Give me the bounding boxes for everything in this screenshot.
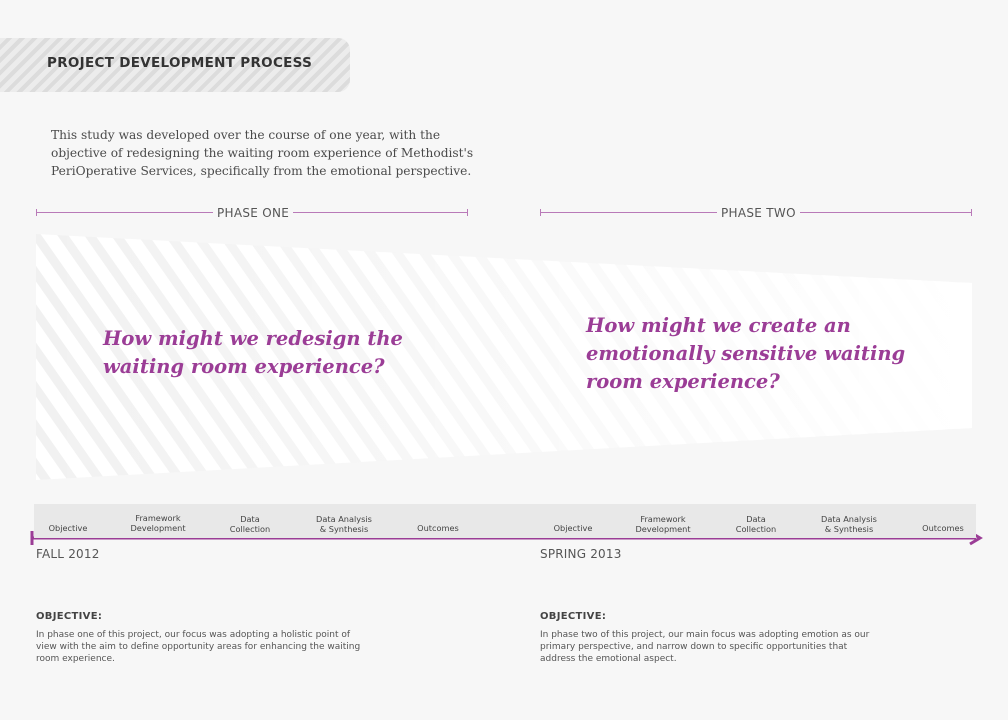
step-band — [34, 504, 976, 538]
step-label: Data Collection — [229, 514, 271, 534]
step-label: Outcomes — [417, 523, 459, 533]
phase-one-question: How might we redesign the waiting room e… — [103, 327, 403, 378]
step-label: Data Collection — [735, 514, 777, 534]
phase-two-objective-heading: OBJECTIVE: — [540, 611, 607, 622]
phase-one-season: FALL 2012 — [36, 547, 100, 561]
phase-two-question: How might we create an emotionally sensi… — [586, 314, 906, 393]
step-label: Data Analysis & Synthesis — [316, 514, 372, 534]
funnel-fade — [36, 234, 972, 480]
phase-two-objective-text: In phase two of this project, our main f… — [540, 630, 870, 664]
step-label: Framework Development — [635, 514, 691, 534]
step-label: Framework Development — [130, 513, 186, 533]
phase-one-label: PHASE ONE — [213, 206, 294, 220]
step-label: Data Analysis & Synthesis — [821, 514, 877, 534]
intro-paragraph: This study was developed over the course… — [51, 128, 474, 178]
step-label: Objective — [553, 523, 593, 533]
page-title: PROJECT DEVELOPMENT PROCESS — [47, 55, 313, 71]
phase-two-season: SPRING 2013 — [540, 547, 622, 561]
step-label: Objective — [48, 523, 88, 533]
phase-one-objective-heading: OBJECTIVE: — [36, 611, 103, 622]
step-label: Outcomes — [922, 523, 964, 533]
phase-two-label: PHASE TWO — [717, 206, 800, 220]
title-banner — [0, 38, 350, 92]
phase-one-objective-text: In phase one of this project, our focus … — [36, 630, 361, 664]
